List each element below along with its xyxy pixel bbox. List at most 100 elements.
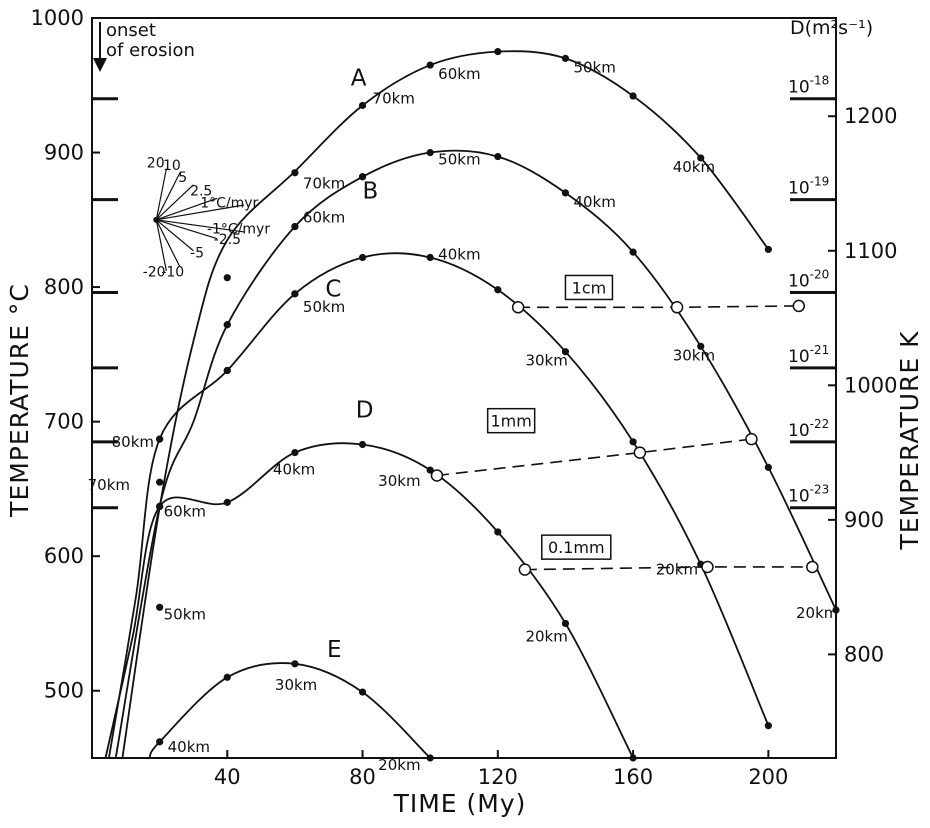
depth-label: 60km: [164, 502, 206, 520]
rate-fan-ray: [156, 204, 245, 221]
series-e-point: [358, 688, 367, 696]
depth-label: 70km: [88, 476, 130, 494]
d-axis-title: D(m²s⁻¹): [790, 17, 873, 39]
series-b-point: [629, 248, 637, 256]
series-b-point: [426, 148, 434, 157]
series-d-point: [291, 448, 299, 457]
curve-point: [291, 222, 299, 231]
series-c-point: [629, 438, 637, 446]
series-e-point: [426, 754, 434, 762]
closure-point: [745, 432, 758, 446]
onset-annotation: onset of erosion: [93, 20, 195, 72]
rate-fan-ray: [155, 219, 167, 272]
series-c-point: [426, 253, 434, 262]
rate-fan-ray: [156, 219, 245, 233]
curve-point: [156, 603, 164, 611]
x-tick-label: 200: [748, 765, 788, 789]
series-b-line: [114, 149, 837, 759]
closure-label-box: [486, 407, 536, 434]
series-c-point: [561, 348, 570, 356]
curve-point: [358, 101, 367, 110]
depth-label: 30km: [378, 472, 420, 490]
rate-fan-ray: [155, 219, 194, 252]
y-axis-title: TEMPERATURE °C: [5, 283, 34, 518]
depth-label: 20km: [656, 560, 698, 578]
curve-letter-c: C: [325, 277, 341, 303]
depth-label: 50km: [303, 298, 345, 316]
series-d-point: [494, 528, 502, 536]
curve-point: [291, 169, 299, 177]
rate-fan-ray: [156, 219, 218, 240]
series-a-point: [561, 54, 570, 62]
curve-letter-e: E: [327, 637, 342, 663]
depth-label: 40km: [438, 245, 480, 263]
series-a-point: [764, 245, 772, 254]
rate-fan-label: 1°C/myr: [200, 196, 258, 212]
plot-frame: [91, 17, 837, 759]
rate-fan-ray: [155, 184, 194, 221]
series-c-point: [494, 286, 502, 294]
series-b-point: [561, 189, 570, 197]
series-b-point: [832, 606, 840, 614]
d-tick-label: 10-21: [788, 343, 829, 367]
onset-label-line2: of erosion: [106, 40, 195, 61]
closure-point: [806, 560, 819, 574]
depth-label: 40km: [168, 738, 210, 756]
curve-point: [223, 321, 231, 329]
depth-label: 40km: [673, 158, 715, 176]
d-tick-label: 10-19: [788, 175, 829, 199]
x-tick-label: 40: [214, 765, 241, 789]
depth-label: 40km: [573, 193, 615, 211]
depth-label: 40km: [273, 461, 315, 479]
depth-label: 50km: [438, 151, 480, 169]
x-tick-label: 160: [613, 765, 653, 789]
rate-fan-label: -1°C/myr: [207, 221, 270, 237]
y2-tick-label: 1000: [844, 373, 897, 397]
curve-point: [156, 502, 164, 510]
d-tick-label: 10-18: [788, 74, 829, 98]
rate-fan-label: 20: [147, 155, 165, 171]
x-axis-title: TIME (My): [393, 789, 527, 818]
curve-point: [291, 290, 299, 298]
y2-axis-title: TEMPERATURE K: [895, 330, 924, 550]
closure-point: [511, 301, 525, 314]
rate-fan-ray: [155, 172, 181, 221]
closure-label: 1mm: [490, 412, 531, 431]
d-tick-label: 10-22: [788, 417, 829, 441]
rate-fan-label: -10: [161, 264, 184, 280]
onset-arrow-head: [93, 58, 107, 72]
rate-fan-ray: [156, 197, 218, 221]
y2-tick-label: 1100: [844, 239, 897, 263]
y-tick-label: 500: [44, 679, 84, 703]
closure-point: [670, 301, 684, 314]
series-d-point: [629, 754, 637, 762]
d-tick-label: 10-23: [788, 483, 829, 507]
depth-label: 50km: [573, 58, 615, 76]
depth-label: 30km: [673, 346, 715, 364]
closure-point: [518, 563, 532, 576]
series-a-point: [697, 154, 705, 162]
closure-label: 1cm: [572, 278, 607, 297]
y-tick-label: 1000: [31, 6, 84, 30]
closure-label: 0.1mm: [548, 538, 605, 557]
depth-label: 20km: [525, 627, 567, 645]
series-c-point: [358, 253, 367, 262]
depth-label: 20km: [378, 756, 420, 774]
curve-letter-a: A: [351, 65, 367, 91]
rate-fan-label: 10: [163, 158, 181, 174]
rate-fan-label: 2.5: [190, 184, 212, 200]
series-e-point: [223, 673, 231, 681]
series-c-point: [764, 722, 772, 730]
series-d-point: [561, 619, 570, 628]
curve-point: [156, 435, 164, 443]
y-tick-label: 900: [44, 141, 84, 165]
curve-point: [156, 478, 164, 486]
series-c-line: [108, 252, 770, 759]
x-tick-label: 80: [349, 765, 376, 789]
y2-tick-label: 800: [844, 642, 884, 666]
onset-label-line1: onset: [106, 20, 156, 41]
y-tick-label: 700: [44, 410, 84, 434]
series-b-point: [764, 463, 772, 471]
d-tick-label: 10-20: [788, 267, 829, 291]
y2-tick-label: 900: [844, 508, 884, 532]
